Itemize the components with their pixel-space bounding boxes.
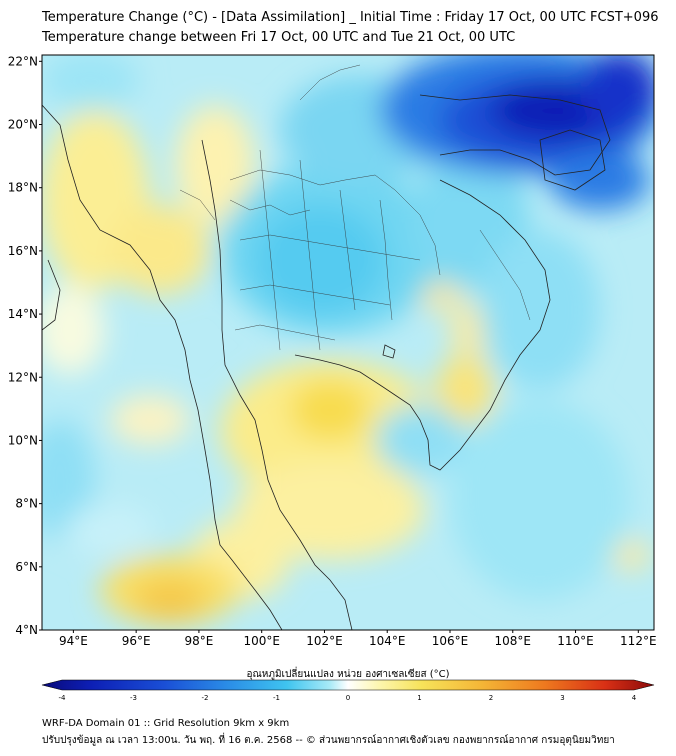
temperature-field (42, 55, 654, 630)
lat-tick-label: 8°N (15, 497, 38, 511)
lat-tick-label: 10°N (8, 433, 38, 447)
lon-tick-label: 98°E (184, 634, 213, 648)
lon-tick-label: 94°E (59, 634, 88, 648)
lon-tick-label: 112°E (620, 634, 657, 648)
map-title: Temperature Change (°C) - [Data Assimila… (42, 10, 659, 25)
footer-domain-info: WRF-DA Domain 01 :: Grid Resolution 9km … (42, 718, 290, 729)
lat-tick-label: 20°N (8, 118, 38, 132)
lon-tick-label: 108°E (495, 634, 532, 648)
lon-tick-label: 106°E (432, 634, 469, 648)
lat-tick-label: 14°N (8, 307, 38, 321)
lat-tick-label: 4°N (15, 623, 38, 637)
map-frame (41, 54, 655, 631)
map-subtitle: Temperature change between Fri 17 Oct, 0… (42, 30, 516, 45)
lon-tick-label: 110°E (557, 634, 594, 648)
province-borders (179, 64, 531, 351)
lat-tick-label: 16°N (8, 244, 38, 258)
colorbar-tick-label: 3 (560, 694, 564, 702)
colorbar-tick-label: -3 (130, 694, 137, 702)
lon-tick-label: 100°E (243, 634, 280, 648)
colorbar-tick-label: 4 (632, 694, 637, 702)
longitude-axis: 94°E 96°E 98°E 100°E 102°E 104°E 106°E 108°E 110… (59, 630, 657, 648)
coastlines (42, 94, 611, 630)
latitude-axis: 22°N 20°N 18°N 16°N 14°N 12°N 10°N 8°N 6°N 4°N (8, 54, 42, 637)
lat-tick-label: 12°N (8, 370, 38, 384)
colorbar-tick-label: 1 (417, 694, 421, 702)
colorbar-label: อุณหภูมิเปลี่ยนแปลง หน่วย องศาเซลเซียส (… (246, 666, 449, 680)
lon-tick-label: 96°E (122, 634, 151, 648)
lat-tick-label: 22°N (8, 54, 38, 68)
lat-tick-label: 6°N (15, 560, 38, 574)
lon-tick-label: 102°E (306, 634, 343, 648)
colorbar-tick-label: -4 (59, 694, 67, 702)
colorbar-tick-label: 0 (346, 694, 350, 702)
lon-tick-label: 104°E (369, 634, 406, 648)
footer-credit: ปรับปรุงข้อมูล ณ เวลา 13:00น. วัน พฤ. ที… (42, 735, 615, 746)
colorbar-tick-label: -2 (202, 694, 209, 702)
colorbar-tick-label: 2 (489, 694, 493, 702)
lat-tick-label: 18°N (8, 181, 38, 195)
colorbar (41, 679, 655, 691)
colorbar-ticks: -4 -3 -2 -1 0 1 2 3 4 (59, 694, 637, 702)
colorbar-tick-label: -1 (273, 694, 280, 702)
